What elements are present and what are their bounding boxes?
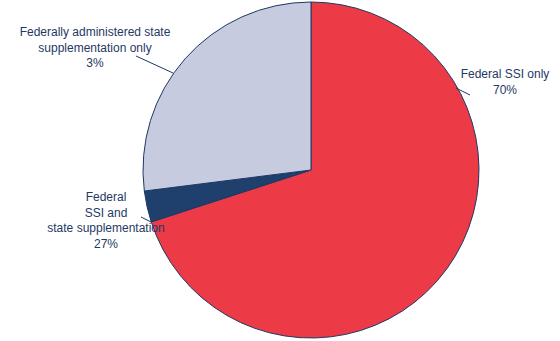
category-label: FederalSSI andstate supplementation (47, 190, 164, 235)
pie (143, 2, 479, 338)
value-label: 70% (493, 83, 517, 97)
leader-line (136, 56, 173, 73)
slice-label: FederalSSI andstate supplementation 27% (47, 190, 164, 251)
category-label: Federal SSI only (461, 67, 550, 81)
chart: Federal SSI only 70% Federally administere… (0, 0, 560, 341)
value-label: 27% (94, 237, 118, 251)
slice-label: Federally administered statesupplementat… (20, 25, 173, 73)
leader-line (456, 88, 470, 95)
category-label: Federally administered statesupplementat… (20, 25, 171, 55)
slice-label: Federal SSI only 70% (456, 67, 549, 97)
value-label: 3% (86, 56, 104, 70)
